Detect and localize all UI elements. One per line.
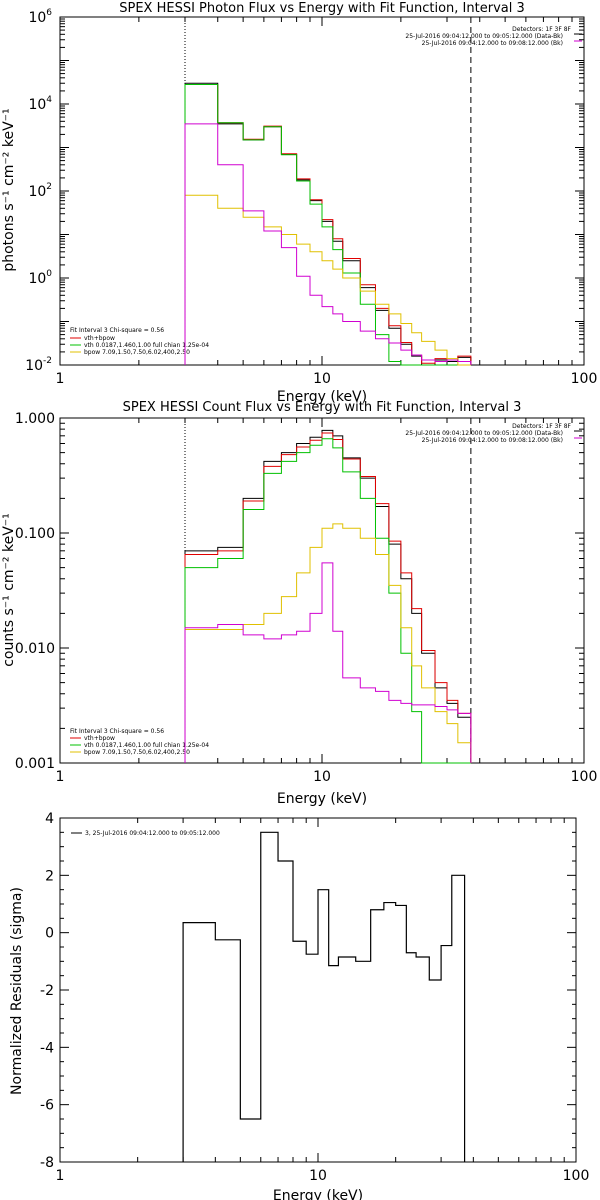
panel1-series-vth [184, 84, 471, 366]
panel2-header-line1: Detectors: 1F 3F 8F [512, 423, 571, 430]
panel3-ylabel: Normalized Residuals (sigma) [9, 887, 25, 1095]
panel3-series-residuals [182, 831, 466, 1162]
panel1-xtick-label: 10 [313, 371, 331, 387]
panel2-series-bk [184, 562, 472, 763]
panel2-xtick-label: 100 [571, 769, 598, 785]
panel1-header-line2: 25-Jul-2016 09:04:12.000 to 09:05:12.000… [405, 33, 563, 40]
panel1-ytick-label: 106 [28, 8, 52, 26]
panel1-header-line3: 25-Jul-2016 09:04:12.000 to 09:08:12.000… [422, 40, 563, 47]
panel3-ytick-label: -8 [40, 1155, 54, 1171]
panel2-ytick-label: 0.010 [15, 641, 55, 657]
panel2-series-data-bk [184, 429, 472, 763]
panel1-ytick-label: 102 [28, 182, 52, 200]
panel1-fit-legend-item3: bpow 7.09,1.50,7.50,6.02,400,2.50 [84, 349, 190, 356]
panel1-fit-legend-item2: vth 0.0187,1.460,1.00 full chian 1.25e-0… [84, 342, 209, 349]
panel1-series-vth-bpow [184, 84, 472, 365]
panel2-fit-legend-item1: vth+bpow [84, 735, 115, 742]
panel3-ytick-label: 2 [45, 868, 54, 884]
panel3-xtick-label: 100 [563, 1168, 590, 1184]
panel2-header-line2: 25-Jul-2016 09:04:12.000 to 09:05:12.000… [405, 430, 563, 437]
panel1-xtick-label: 1 [56, 371, 65, 387]
panel1-header-line1: Detectors: 1F 3F 8F [512, 26, 571, 33]
panel1-series-bpow [184, 194, 471, 366]
panel1-title: SPEX HESSI Photon Flux vs Energy with Fi… [119, 1, 525, 16]
panel3-xtick-label: 1 [56, 1168, 65, 1184]
panel2-title: SPEX HESSI Count Flux vs Energy with Fit… [123, 400, 522, 415]
panel2-fit-legend-title: Fit Interval 3 Chi-square = 0.56 [70, 728, 164, 735]
panel2-series-vth [184, 438, 471, 764]
panel2-ytick-label: 1.000 [15, 411, 55, 427]
panel3-frame [59, 817, 577, 1163]
panel3-xlabel: Energy (keV) [273, 1188, 363, 1200]
panel2-ytick-label: 0.001 [15, 756, 55, 772]
panel2-ylabel: counts s⁻¹ cm⁻² keV⁻¹ [1, 513, 17, 667]
panel3-ytick-label: -6 [40, 1098, 54, 1114]
panel1-ytick-label: 10-2 [25, 356, 52, 374]
panel1-series-bk [184, 123, 472, 365]
panel2-series-bpow [184, 523, 472, 763]
panel2-xlabel: Energy (keV) [277, 791, 367, 807]
panel1-fit-legend-item1: vth+bpow [84, 335, 115, 342]
panel1-fit-legend-title: Fit Interval 3 Chi-square = 0.56 [70, 327, 164, 334]
panel1-ytick-label: 100 [28, 269, 52, 287]
panel2-xtick-label: 10 [313, 769, 331, 785]
panel1-xtick-label: 100 [571, 371, 598, 387]
panel2-fit-legend-item2: vth 0.0187,1.460,1.00 full chian 1.25e-0… [84, 742, 209, 749]
panel3-ytick-label: 0 [45, 926, 54, 942]
panel3-xtick-label: 10 [309, 1168, 327, 1184]
panel2-ytick-label: 0.100 [15, 526, 55, 542]
panel3-ytick-label: -4 [40, 1040, 54, 1056]
panel1-xlabel: Energy (keV) [277, 389, 367, 405]
panel3-legend-label: 3, 25-Jul-2016 09:04:12.000 to 09:05:12.… [85, 830, 220, 837]
panel1-ylabel: photons s⁻¹ cm⁻² keV⁻¹ [1, 108, 17, 271]
panel1-ytick-label: 104 [28, 95, 52, 113]
panel1-series-data-bk [184, 82, 472, 366]
panel2-fit-legend-item3: bpow 7.09,1.50,7.50,6.02,400,2.50 [84, 749, 190, 756]
panel2-series-vth-bpow [184, 432, 472, 763]
panel3-ytick-label: 4 [45, 811, 54, 827]
panel1-frame [59, 16, 585, 366]
panel2-header-line3: 25-Jul-2016 09:04:12.000 to 09:08:12.000… [422, 437, 563, 444]
panel2-xtick-label: 1 [56, 769, 65, 785]
panel3-ytick-label: -2 [40, 983, 54, 999]
